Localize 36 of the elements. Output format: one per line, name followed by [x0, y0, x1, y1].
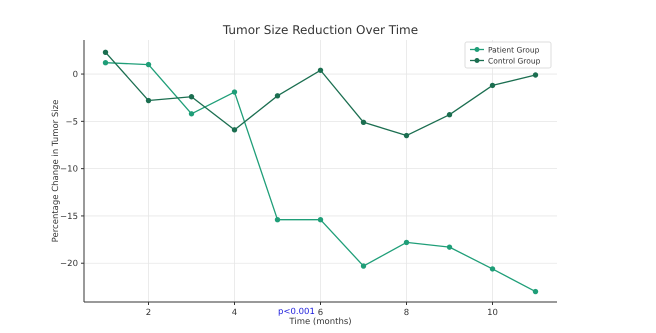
- point: [188, 94, 194, 100]
- point: [146, 62, 152, 68]
- point: [404, 132, 410, 138]
- y-tick-label: 0: [72, 70, 78, 80]
- point: [102, 60, 108, 66]
- point: [490, 266, 496, 272]
- y-tick-label: −10: [60, 164, 78, 175]
- point: [360, 263, 366, 269]
- point: [532, 72, 538, 78]
- x-axis-title: Time (months): [288, 317, 352, 327]
- point: [102, 50, 108, 55]
- point: [232, 89, 238, 95]
- point: [146, 98, 152, 104]
- x-tick-label: 4: [232, 308, 238, 318]
- point: [232, 127, 238, 133]
- point: [446, 112, 452, 118]
- x-tick-label: 6: [318, 308, 324, 318]
- y-tick-label: −20: [60, 259, 78, 270]
- point: [360, 120, 366, 125]
- text: p<0.001: [278, 307, 315, 317]
- point: [274, 217, 280, 222]
- point: [490, 82, 496, 88]
- point: [532, 288, 538, 294]
- y-axis-title: Percentage Change in Tumor Size: [51, 100, 61, 242]
- point: [274, 93, 280, 99]
- point: [318, 68, 324, 73]
- x-tick-label: 10: [487, 308, 498, 318]
- chart-title: Tumor Size Reduction Over Time: [222, 23, 418, 37]
- point: [318, 217, 324, 222]
- x-tick-label: 8: [404, 308, 410, 318]
- point: [446, 244, 452, 250]
- point: [404, 240, 410, 246]
- x-tick-label: 2: [146, 308, 152, 318]
- point: [188, 111, 194, 116]
- y-tick-label: −15: [60, 212, 78, 222]
- y-tick-label: −5: [65, 117, 78, 128]
